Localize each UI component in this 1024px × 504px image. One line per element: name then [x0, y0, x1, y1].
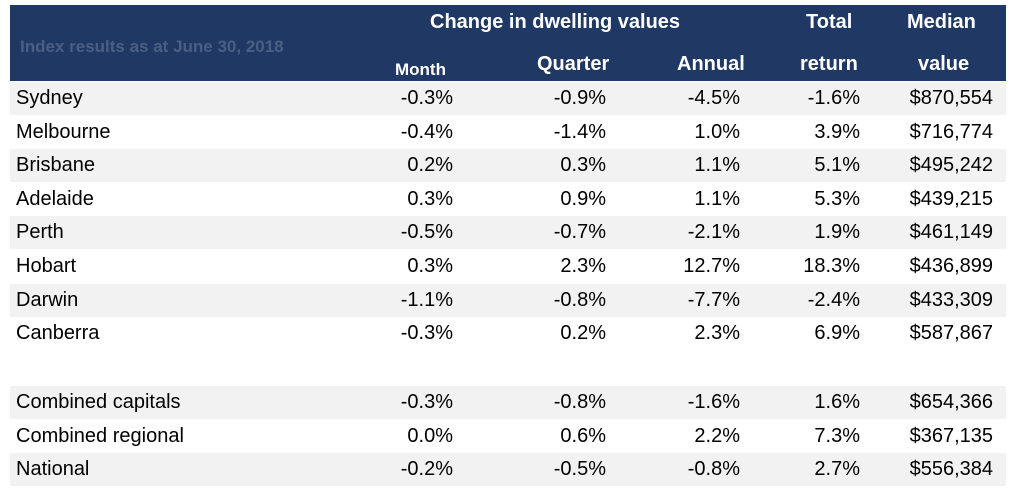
cell-value: 1.1%: [694, 187, 740, 210]
header-band: [10, 5, 1006, 81]
cell-value: $367,135: [909, 424, 993, 447]
cell-value: -1.1%: [400, 288, 453, 311]
table-row: Darwin -1.1% -0.8% -7.7% -2.4% $433,309: [10, 283, 1006, 317]
caption: Index results as at June 30, 2018: [20, 37, 284, 56]
cell-value: $495,242: [909, 154, 993, 177]
cell-value: -0.8%: [553, 288, 606, 311]
column-header: Median: [907, 11, 976, 33]
cell-value: $870,554: [909, 87, 993, 109]
table-row: Sydney -0.3% -0.9% -4.5% -1.6% $870,554: [10, 82, 1006, 115]
cell-value: 0.0%: [407, 424, 453, 447]
table-row: Hobart 0.3% 2.3% 12.7% 18.3% $436,899: [10, 250, 1006, 283]
column-header: value: [918, 53, 970, 75]
row-label: Sydney: [16, 87, 83, 109]
table-row: Adelaide 0.3% 0.9% 1.1% 5.3% $439,215: [10, 183, 1006, 216]
group-header: Change in dwelling values: [430, 11, 681, 33]
cell-value: 0.6%: [560, 424, 606, 447]
row-label: Canberra: [16, 322, 100, 345]
column-header: Quarter: [537, 53, 610, 75]
cell-value: -1.6%: [687, 391, 740, 413]
cell-value: -0.8%: [553, 391, 606, 413]
cell-value: 0.3%: [560, 154, 606, 177]
table-row: Canberra -0.3% 0.2% 2.3% 6.9% $587,867: [10, 317, 1006, 350]
cell-value: 12.7%: [683, 255, 740, 277]
column-header: return: [800, 53, 858, 75]
cell-value: $436,899: [909, 255, 993, 277]
cell-value: 2.3%: [694, 322, 740, 345]
cell-value: 5.1%: [814, 154, 860, 177]
row-label: Combined capitals: [16, 391, 181, 413]
cell-value: -0.2%: [400, 458, 453, 481]
row-label: National: [16, 458, 90, 481]
cell-value: -1.6%: [807, 87, 860, 109]
cell-value: 2.2%: [694, 424, 740, 447]
cell-value: -7.7%: [687, 288, 740, 311]
cell-value: 2.3%: [560, 255, 606, 277]
cell-value: $556,384: [909, 458, 993, 481]
table-row: Melbourne -0.4% -1.4% 1.0% 3.9% $716,774: [10, 116, 1006, 149]
cell-value: -0.3%: [400, 322, 453, 345]
cell-value: $654,366: [909, 391, 993, 413]
cell-value: 18.3%: [803, 255, 860, 277]
cell-value: 6.9%: [814, 322, 860, 345]
cell-value: 3.9%: [814, 120, 860, 143]
row-label: Melbourne: [16, 120, 111, 143]
row-label: Darwin: [16, 288, 79, 311]
cell-value: 0.9%: [560, 187, 606, 210]
column-header: Annual: [677, 53, 745, 75]
cell-value: 1.6%: [814, 391, 860, 413]
cell-value: $587,867: [909, 322, 993, 345]
cell-value: -0.5%: [400, 221, 453, 244]
column-header: Total: [806, 11, 853, 33]
cell-value: $433,309: [909, 288, 993, 311]
cell-value: 2.7%: [814, 458, 860, 481]
cell-value: -1.4%: [553, 120, 606, 143]
cell-value: -4.5%: [687, 87, 740, 109]
cell-value: $439,215: [909, 187, 993, 210]
cell-value: 1.1%: [694, 154, 740, 177]
table-row: National -0.2% -0.5% -0.8% 2.7% $556,384: [10, 453, 1006, 487]
cell-value: 0.3%: [407, 255, 453, 277]
cell-value: -0.4%: [400, 120, 453, 143]
row-label: Perth: [16, 221, 64, 244]
cell-value: 7.3%: [814, 424, 860, 447]
cell-value: -2.1%: [687, 221, 740, 244]
cell-value: -0.3%: [400, 87, 453, 109]
cell-value: 0.2%: [407, 154, 453, 177]
table-row: Brisbane 0.2% 0.3% 1.1% 5.1% $495,242: [10, 149, 1006, 183]
cell-value: -0.8%: [687, 458, 740, 481]
cell-value: -0.5%: [553, 458, 606, 481]
column-header: Month: [395, 60, 446, 79]
row-label: Brisbane: [16, 154, 95, 177]
row-label: Hobart: [16, 255, 77, 277]
cell-value: -0.9%: [553, 87, 606, 109]
cell-value: -2.4%: [807, 288, 860, 311]
row-label: Combined regional: [16, 424, 184, 447]
cell-value: 1.9%: [814, 221, 860, 244]
row-label: Adelaide: [16, 187, 94, 210]
cell-value: -0.7%: [553, 221, 606, 244]
cell-value: 0.3%: [407, 187, 453, 210]
table-row: Combined regional 0.0% 0.6% 2.2% 7.3% $367,13…: [10, 420, 1006, 453]
cell-value: 0.2%: [560, 322, 606, 345]
cell-value: $716,774: [909, 120, 993, 143]
cell-value: 5.3%: [814, 187, 860, 210]
cell-value: $461,149: [909, 221, 993, 244]
cell-value: 1.0%: [694, 120, 740, 143]
table-row: Perth -0.5% -0.7% -2.1% 1.9% $461,149: [10, 216, 1006, 250]
cell-value: -0.3%: [400, 391, 453, 413]
table-row: Combined capitals -0.3% -0.8% -1.6% 1.6% $654…: [10, 386, 1006, 419]
